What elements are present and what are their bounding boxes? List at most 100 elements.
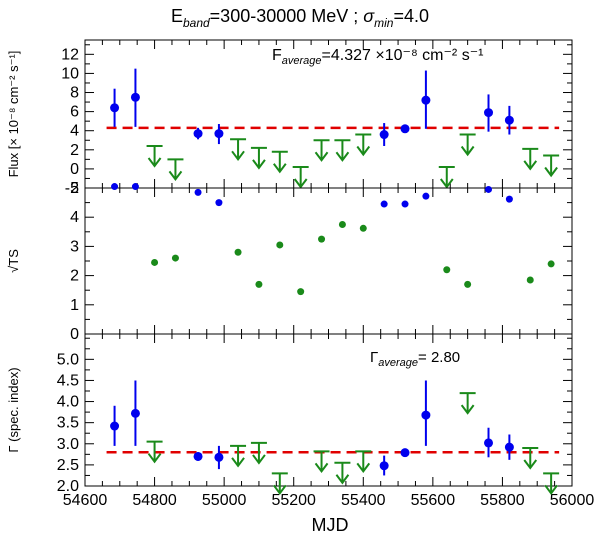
panel-index: 2.0 2.5 3.0 3.5 4.0 4.5 5.0 Γ (spec. index) Γave…	[6, 333, 573, 496]
upper-limit-arrow	[522, 447, 539, 470]
ts-point-upper-limit	[359, 224, 367, 232]
ts-point-upper-limit	[151, 258, 159, 266]
upper-limit-head	[252, 159, 266, 170]
ts-point-detection	[215, 199, 223, 207]
upper-limit-arrow	[355, 450, 372, 474]
data-point	[504, 115, 514, 125]
y-axis-label: Γ (spec. index)	[6, 367, 21, 452]
upper-limit-arrow	[250, 441, 267, 465]
data-point	[214, 129, 224, 139]
upper-limit-arrow	[459, 133, 476, 157]
y-tick-label: 4	[70, 209, 79, 226]
detection-point	[193, 127, 203, 140]
panel-frame	[84, 187, 573, 335]
annotation-index: Γaverage= 2.80	[370, 349, 460, 369]
y-tick-label: 0	[70, 161, 79, 178]
upper-limit-arrow	[167, 158, 184, 182]
ts-point-detection	[194, 188, 202, 196]
detection-point	[400, 448, 410, 458]
ts-point-upper-limit	[547, 260, 555, 268]
upper-limit-arrow	[146, 440, 163, 464]
upper-limit-arrow	[543, 154, 560, 178]
ts-point-upper-limit	[171, 254, 179, 262]
upper-limit-head	[523, 160, 538, 171]
detection-point	[214, 124, 224, 145]
detection-point	[504, 434, 514, 460]
annotation-value: = 2.80	[418, 349, 460, 366]
y-tick-label: 6	[70, 104, 79, 121]
ts-point-detection	[505, 195, 513, 203]
y-axis-label: √TS	[6, 249, 21, 273]
upper-limit-head	[293, 178, 308, 189]
title-sigma-value: =4.0	[393, 6, 429, 26]
detection-point	[110, 405, 120, 446]
y-tick-label: -2	[65, 180, 79, 197]
ts-point-upper-limit	[338, 221, 346, 228]
upper-limit-head	[272, 484, 287, 496]
detection-point	[193, 451, 203, 461]
annotation-sub: average	[282, 55, 322, 67]
upper-limit-arrow	[313, 139, 330, 162]
y-tick-label: 0	[70, 326, 79, 343]
title-band-sub: band	[183, 16, 210, 30]
data-point	[421, 95, 431, 105]
x-tick-label: 55600	[411, 492, 456, 509]
data-point	[193, 129, 203, 139]
upper-limit-head	[335, 151, 350, 162]
upper-limit-arrow	[292, 165, 309, 189]
ts-point-detection	[380, 200, 388, 208]
upper-limit-head	[252, 454, 266, 465]
upper-limit-head	[147, 453, 162, 464]
y-tick-label: 2	[70, 268, 79, 285]
upper-limit-arrow	[334, 461, 351, 485]
ts-point-upper-limit	[255, 280, 263, 288]
title-range: =300-30000 MeV ;	[210, 6, 364, 26]
y-tick-label: 12	[61, 46, 79, 63]
detection-point	[130, 380, 140, 446]
ts-point-upper-limit	[318, 235, 326, 243]
y-tick-label: 4.5	[57, 372, 79, 389]
upper-limit-head	[314, 151, 329, 162]
detection-point	[130, 68, 140, 127]
ts-point-detection	[485, 185, 493, 193]
upper-limit-arrow	[230, 138, 247, 161]
annotation-value: =4.327 ×10⁻⁸ cm⁻² s⁻¹	[322, 47, 484, 64]
y-tick-label: 4.0	[57, 394, 79, 411]
data-point	[484, 438, 494, 448]
ts-point-detection	[422, 192, 430, 200]
upper-limit-head	[231, 150, 245, 161]
x-axis-label: MJD	[312, 515, 349, 535]
y-tick-label: 2.5	[57, 457, 79, 474]
y-tick-label: 2.0	[57, 478, 79, 495]
upper-limit-head	[335, 474, 350, 485]
ts-point-upper-limit	[526, 276, 534, 284]
title-min-sub: min	[374, 16, 394, 30]
ts-point-detection	[131, 183, 139, 191]
data-point	[193, 451, 203, 461]
y-tick-label: 5.0	[57, 351, 79, 368]
upper-limit-head	[356, 145, 371, 157]
detection-point	[379, 455, 389, 476]
ts-point-upper-limit	[443, 266, 451, 274]
y-tick-label: 4	[70, 123, 79, 140]
x-tick-label: 55200	[271, 492, 316, 509]
upper-limit-arrow	[543, 472, 560, 496]
data-point	[400, 124, 410, 134]
detection-point	[484, 94, 494, 132]
x-tick-label: 56000	[550, 492, 595, 509]
x-tick-label: 54600	[63, 492, 108, 509]
x-tick-label: 54800	[132, 492, 177, 509]
detection-point	[421, 380, 431, 446]
detection-point	[421, 70, 431, 129]
upper-limit-arrow	[230, 444, 247, 468]
ts-point-upper-limit	[464, 280, 472, 288]
upper-limit-arrow	[459, 392, 476, 415]
detection-point	[110, 88, 120, 127]
detection-point	[504, 105, 514, 135]
y-tick-label: 8	[70, 85, 79, 102]
y-tick-label: 10	[61, 65, 79, 82]
upper-limit-arrow	[355, 133, 372, 157]
annotation-lead: F	[272, 47, 282, 64]
ts-point-detection	[111, 183, 119, 191]
ts-point-upper-limit	[234, 248, 242, 256]
